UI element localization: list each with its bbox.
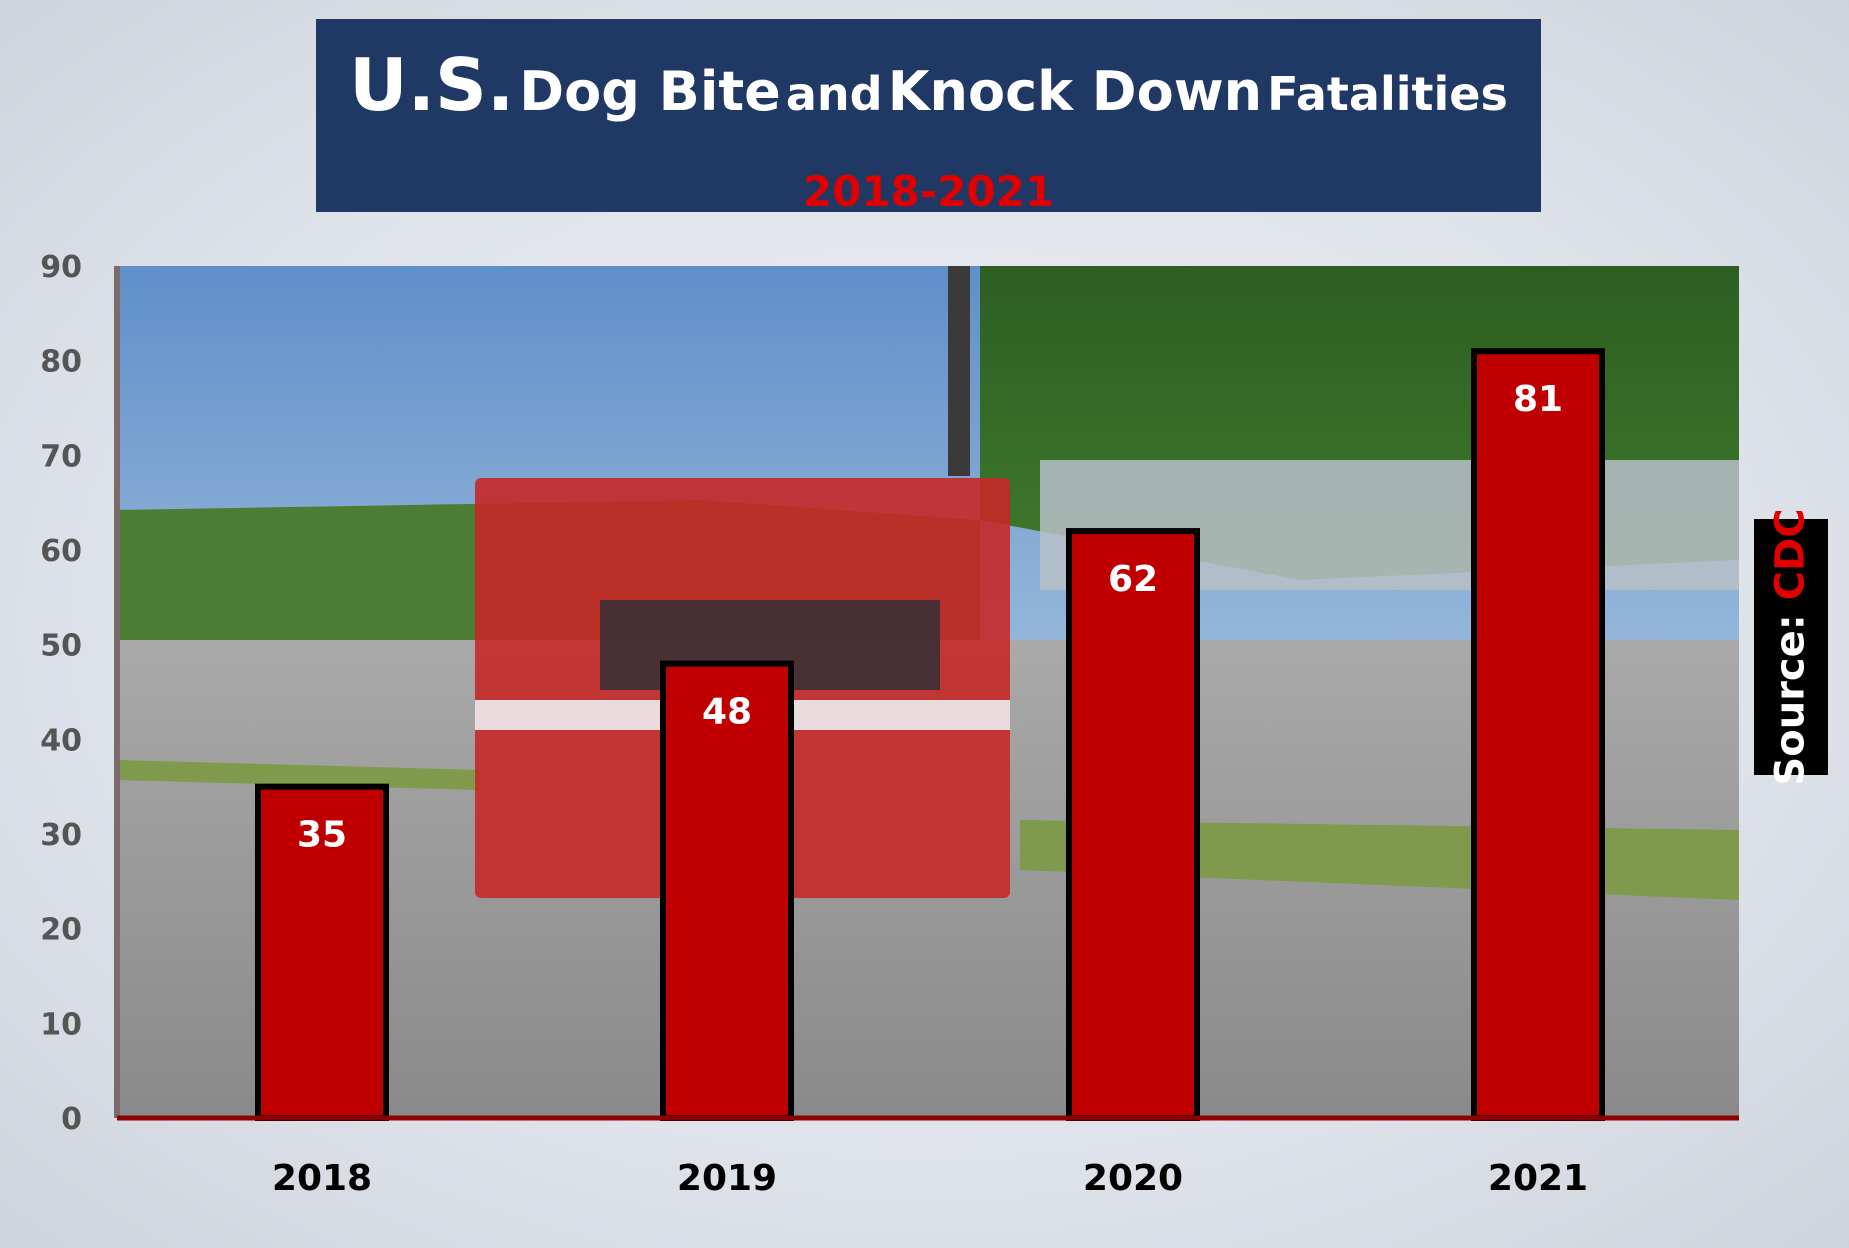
chart-subtitle: 2018-2021: [802, 167, 1055, 216]
title-banner: U.S. Dog Bite and Knock Down Fatalities …: [316, 19, 1541, 216]
title-dog-bite: Dog Bite: [519, 60, 781, 123]
bar-2021: [1471, 348, 1605, 1121]
x-tick-label-2018: 2018: [272, 1158, 372, 1199]
y-tick-label: 40: [40, 723, 82, 758]
y-tick-label: 60: [40, 534, 82, 569]
y-tick-label: 0: [61, 1102, 82, 1137]
y-tick-label: 70: [40, 439, 82, 474]
source-label: Source:: [1768, 614, 1814, 786]
y-tick-label: 10: [40, 1007, 82, 1042]
bar-2019: [660, 660, 794, 1121]
title-knock-down: Knock Down: [887, 60, 1263, 123]
x-tick-label-2019: 2019: [677, 1158, 777, 1199]
y-tick-label: 20: [40, 913, 82, 948]
y-axis: 0 10 20 30 40 50 60 70 80 90: [40, 250, 120, 1137]
x-tick-label-2020: 2020: [1083, 1158, 1183, 1199]
title-fatalities: Fatalities: [1267, 67, 1508, 121]
bar-2018: [255, 783, 389, 1122]
y-tick-label: 50: [40, 629, 82, 664]
x-axis: 2018 2019 2020 2021: [272, 1158, 1588, 1199]
bar-2020: [1066, 528, 1200, 1121]
y-tick-label: 80: [40, 345, 82, 380]
data-label-2018: 35: [297, 815, 347, 856]
grass-median-left: [117, 760, 480, 790]
title-and: and: [785, 67, 883, 121]
chart-title: U.S. Dog Bite and Knock Down Fatalities: [316, 49, 1541, 121]
data-labels: 35 48 62 81: [297, 379, 1563, 855]
x-tick-label-2021: 2021: [1488, 1158, 1588, 1199]
utility-pole: [948, 266, 970, 476]
source-text: Source: CDC: [1768, 508, 1814, 785]
y-tick-label: 90: [40, 250, 82, 285]
data-label-2020: 62: [1108, 559, 1158, 600]
data-label-2021: 81: [1513, 379, 1563, 420]
data-label-2019: 48: [702, 692, 752, 733]
title-us: U.S.: [349, 43, 515, 127]
y-tick-label: 30: [40, 818, 82, 853]
bars-group: [255, 348, 1605, 1122]
source-badge: Source: CDC: [1754, 508, 1828, 786]
source-value: CDC: [1768, 508, 1814, 601]
